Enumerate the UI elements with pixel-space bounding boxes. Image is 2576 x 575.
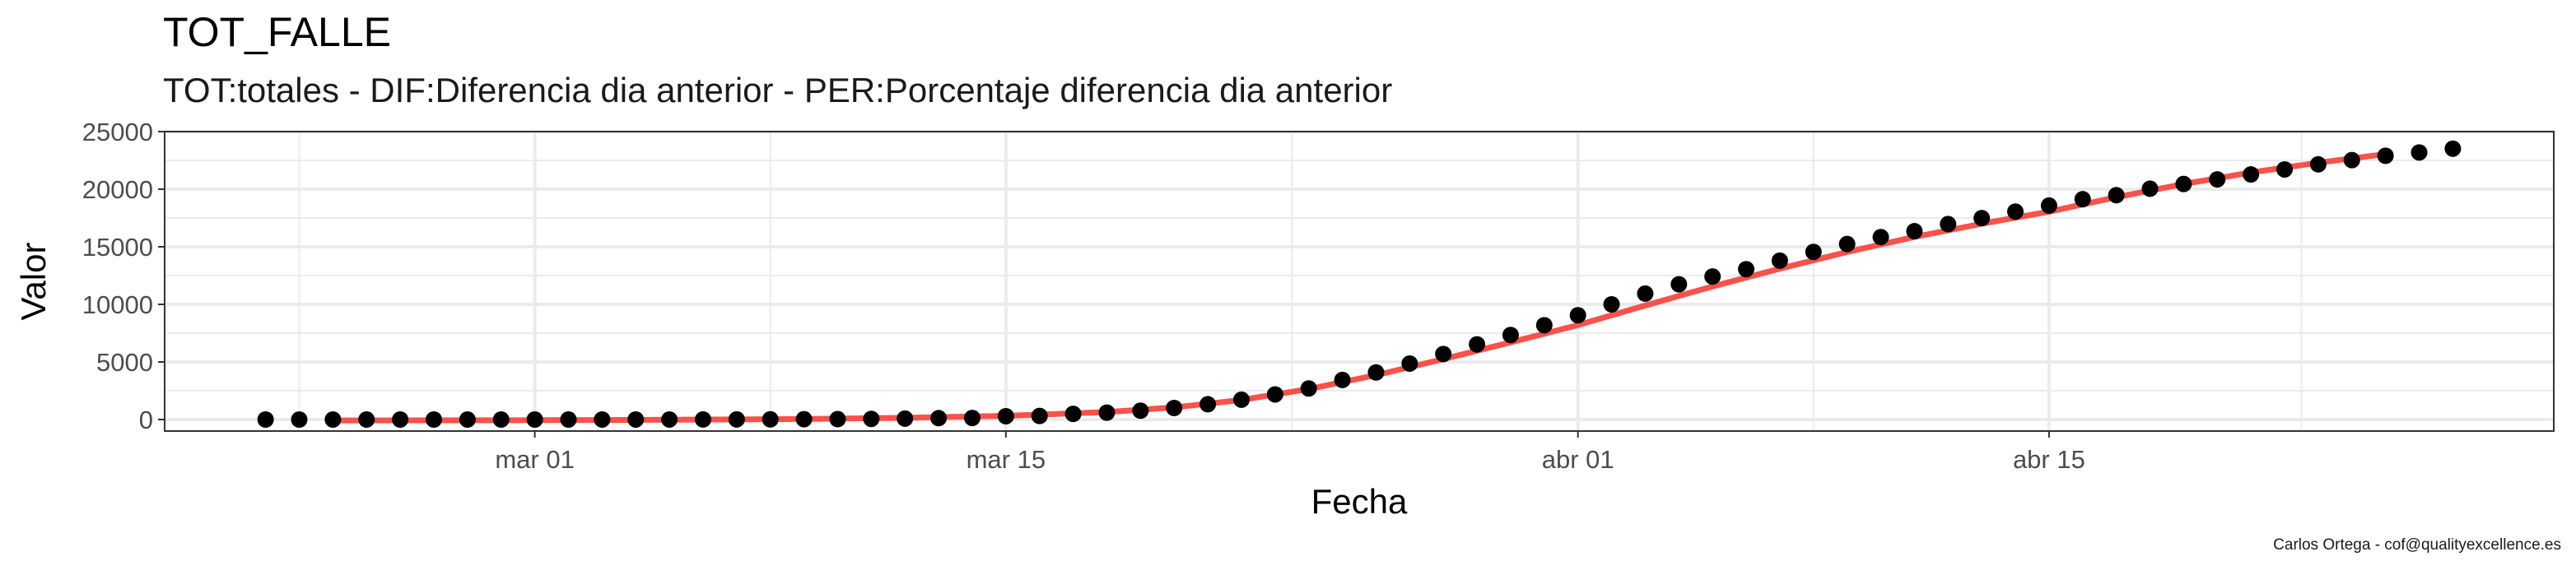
data-point: [1670, 276, 1688, 293]
data-point: [694, 410, 711, 428]
data-point: [1469, 336, 1486, 353]
data-point: [627, 410, 645, 428]
data-point: [1569, 307, 1586, 324]
data-point: [2175, 175, 2192, 192]
x-axis-label: Fecha: [1311, 482, 1408, 521]
data-point: [1367, 364, 1385, 381]
data-point: [1435, 345, 1452, 363]
caption: Carlos Ortega - cof@qualityexcellence.es: [2273, 536, 2561, 554]
data-point: [2309, 155, 2327, 173]
data-point: [1031, 407, 1048, 424]
data-point: [1132, 402, 1149, 420]
data-point: [1300, 380, 1317, 397]
x-tick-label: abr 15: [2013, 445, 2085, 474]
data-point: [762, 410, 779, 428]
data-point: [2108, 187, 2125, 204]
y-tick-label: 25000: [82, 118, 153, 146]
data-point: [2411, 144, 2428, 161]
data-point: [2209, 171, 2226, 188]
data-point: [1637, 285, 1654, 302]
data-point: [2377, 147, 2394, 165]
data-point: [2276, 160, 2294, 178]
data-point: [2040, 197, 2057, 214]
x-tick-label: mar 01: [495, 445, 574, 474]
data-point: [795, 410, 813, 428]
data-point: [2444, 140, 2462, 157]
data-point: [1064, 406, 1082, 423]
data-point: [1603, 295, 1620, 313]
data-point: [863, 410, 880, 428]
data-point: [291, 411, 308, 428]
data-point: [1502, 327, 1519, 344]
data-point: [1232, 391, 1250, 408]
data-point: [1401, 355, 1418, 372]
y-tick-label: 20000: [82, 175, 153, 204]
data-point: [594, 410, 611, 428]
data-point: [1940, 216, 1957, 233]
data-point: [1166, 399, 1183, 416]
panel-border: [164, 131, 2555, 432]
y-axis: 0 5000 10000 15000 20000 25000: [82, 118, 165, 434]
y-axis-label: Valor: [14, 243, 53, 321]
data-point: [425, 411, 442, 428]
data-point: [257, 411, 274, 428]
data-point: [1906, 223, 1923, 240]
minor-grid: [165, 132, 2554, 431]
data-point: [2007, 203, 2024, 220]
chart-subtitle: TOT:totales - DIF:Diferencia dia anterio…: [163, 71, 1393, 109]
data-point: [2074, 191, 2091, 208]
y-tick-label: 15000: [82, 233, 153, 262]
data-point: [930, 410, 948, 427]
data-point: [526, 411, 543, 428]
data-point: [897, 410, 914, 427]
data-point: [1199, 396, 1217, 413]
data-point: [1838, 235, 1856, 253]
y-tick-label: 10000: [82, 290, 153, 319]
x-axis: mar 01 mar 15 abr 01 abr 15: [495, 431, 2085, 474]
points-layer: [257, 140, 2462, 428]
data-point: [1738, 261, 1755, 278]
data-point: [1872, 229, 1889, 246]
data-point: [1334, 371, 1351, 388]
x-tick-label: mar 15: [967, 445, 1046, 474]
data-point: [1973, 210, 1991, 227]
data-point: [459, 411, 476, 428]
data-point: [324, 411, 342, 428]
data-point: [1266, 386, 1283, 403]
data-point: [661, 410, 678, 428]
data-point: [560, 411, 577, 428]
data-point: [2343, 151, 2360, 169]
fit-line-layer: [329, 151, 2389, 424]
y-tick-label: 5000: [96, 348, 153, 377]
data-point: [1771, 252, 1788, 269]
data-point: [997, 407, 1014, 424]
x-tick-label: abr 01: [1542, 445, 1614, 474]
data-point: [963, 410, 981, 427]
data-point: [1535, 317, 1553, 334]
data-point: [2141, 180, 2159, 197]
data-point: [2243, 166, 2260, 183]
major-grid: [165, 130, 2554, 431]
data-point: [1704, 268, 1721, 285]
data-point: [1098, 404, 1116, 421]
data-point: [728, 410, 745, 428]
chart-title: TOT_FALLE: [163, 9, 391, 55]
data-point: [1805, 243, 1822, 261]
data-point: [358, 411, 375, 428]
data-point: [829, 410, 846, 428]
data-point: [492, 411, 510, 428]
fit-line: [329, 151, 2389, 424]
y-tick-label: 0: [139, 406, 153, 434]
data-point: [392, 411, 409, 428]
